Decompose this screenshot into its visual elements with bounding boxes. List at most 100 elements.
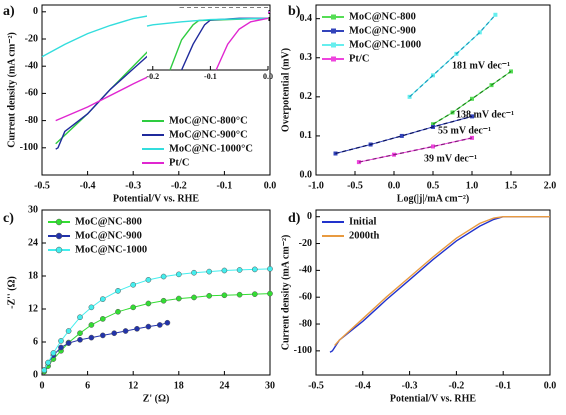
y-tick-label: 0.1 (300, 130, 313, 141)
point (267, 266, 273, 272)
legend-marker (55, 232, 63, 240)
x-axis-label: Z' (Ω) (143, 393, 170, 404)
y-tick-label: 6 (33, 336, 38, 347)
x-tick-label: -0.3 (125, 180, 141, 191)
y-axis-label: Current density (mA cm⁻²) (6, 32, 17, 148)
legend-label: MoC@NC-900 (75, 230, 142, 241)
series-line (43, 268, 271, 371)
y-tick-label: -20 (25, 33, 38, 44)
x-tick-label: -0.5 (347, 180, 363, 191)
point (130, 281, 137, 288)
point (407, 94, 412, 99)
legend-marker (331, 56, 336, 62)
point (50, 350, 57, 356)
x-tick-label: -1.0 (308, 180, 324, 191)
point (115, 308, 121, 315)
point (99, 332, 106, 339)
x-tick-label: 0.0 (544, 380, 557, 391)
x-tick-label: -0.4 (355, 380, 371, 391)
legend-marker (331, 42, 336, 48)
x-axis-label: Potential/V vs. RHE (390, 393, 477, 404)
point (41, 367, 48, 374)
panel-label: b) (288, 4, 301, 19)
y-tick-label: -80 (25, 115, 38, 126)
legend-label: MoC@NC-1000°C (169, 143, 253, 154)
legend-label: MoC@NC-900°C (169, 129, 248, 140)
fit-line (409, 14, 496, 98)
y-tick-label: 0.2 (300, 91, 313, 102)
point (221, 292, 228, 299)
point (160, 297, 167, 304)
point (493, 12, 498, 17)
point (251, 266, 258, 273)
x-tick-label: 24 (219, 380, 229, 391)
point (122, 328, 129, 334)
legend-label: 2000th (349, 230, 379, 241)
point (206, 292, 213, 299)
annotation: 39 mV dec⁻¹ (424, 153, 477, 164)
y-tick-label: -40 (25, 60, 38, 71)
x-tick-label: -0.2 (448, 380, 464, 391)
legend-label: MoC@NC-800 (349, 11, 416, 22)
y-tick-label: 0.4 (300, 13, 313, 24)
point (236, 291, 243, 298)
y-axis-label: Overpotential (mV) (280, 48, 291, 132)
panel-label: c) (3, 211, 14, 226)
point (470, 114, 474, 119)
y-tick-label: 0 (33, 6, 38, 17)
point (477, 30, 482, 35)
y-tick-label: 0.3 (300, 52, 313, 63)
y-tick-label: -100 (20, 142, 38, 153)
point (99, 316, 106, 322)
x-tick-label: 6 (85, 380, 90, 391)
point (175, 271, 182, 278)
point (145, 300, 152, 307)
x-tick-label: -0.2 (171, 180, 187, 191)
legend-label: Pt/C (349, 53, 369, 64)
point (191, 294, 197, 301)
point (470, 96, 474, 101)
x-tick-label: 30 (265, 380, 275, 391)
series-line (146, 17, 269, 27)
y-axis-label: Current density (mA cm⁻²) (280, 235, 291, 351)
x-tick-label: 1.0 (466, 180, 479, 191)
point (88, 334, 95, 341)
y-tick-label: 24 (28, 237, 38, 248)
point (470, 135, 474, 140)
y-tick-label: 0 (33, 369, 38, 380)
series-line (334, 215, 550, 346)
x-tick-label: -0.5 (308, 380, 324, 391)
point (130, 304, 137, 311)
y-tick-label: 12 (28, 303, 38, 314)
x-tick-label: 0 (40, 380, 45, 391)
point (77, 314, 83, 321)
point (77, 330, 83, 337)
x-tick-label: 0.0 (264, 180, 277, 191)
series-line (215, 17, 269, 71)
point (145, 323, 152, 330)
point (58, 344, 64, 351)
y-tick-label: -80 (299, 318, 312, 329)
y-tick-label: 30 (28, 204, 38, 215)
fit-line (358, 137, 473, 163)
y-tick-label: -40 (299, 265, 312, 276)
point (115, 288, 121, 294)
legend-marker (331, 28, 336, 34)
y-tick-label: -100 (294, 345, 312, 356)
y-tick-label: -60 (299, 291, 312, 302)
point (88, 304, 95, 311)
point (175, 295, 182, 302)
x-axis-label: Potential/V vs. RHE (113, 193, 200, 204)
panel-label: a) (3, 4, 15, 19)
annotation: 55 mV dec⁻¹ (438, 125, 491, 136)
point (111, 330, 118, 337)
legend-label: MoC@NC-1000 (75, 244, 147, 255)
x-tick-label: -0.4 (80, 180, 96, 191)
y-tick-label: -20 (299, 238, 312, 249)
legend-marker (55, 246, 63, 254)
x-axis-label: Log(|j|/mA cm⁻²) (397, 193, 469, 204)
point (99, 296, 106, 302)
point (191, 269, 197, 276)
x-tick-label: 0.0 (388, 180, 401, 191)
